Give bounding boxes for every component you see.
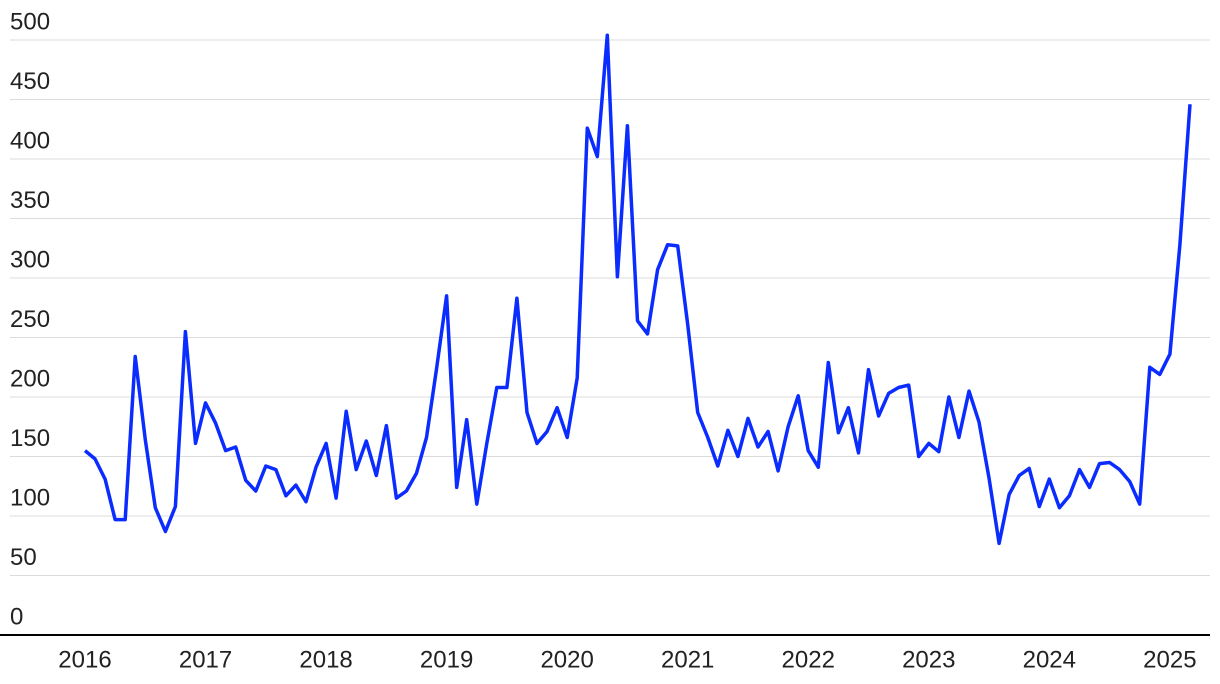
y-tick-label: 250 [10, 306, 50, 333]
data-line [83, 33, 1192, 546]
y-tick-label: 0 [10, 603, 23, 630]
y-tick-label: 200 [10, 365, 50, 392]
x-tick-label: 2024 [1023, 646, 1076, 673]
y-tick-label: 400 [10, 127, 50, 154]
y-tick-label: 450 [10, 68, 50, 95]
y-tick-label: 50 [10, 544, 37, 571]
x-tick-label: 2018 [299, 646, 352, 673]
y-tick-label: 100 [10, 484, 50, 511]
x-tick-label: 2017 [179, 646, 232, 673]
y-tick-label: 300 [10, 246, 50, 273]
x-tick-label: 2022 [782, 646, 835, 673]
x-tick-label: 2016 [58, 646, 111, 673]
y-tick-label: 500 [10, 8, 50, 35]
y-tick-label: 350 [10, 187, 50, 214]
x-tick-label: 2021 [661, 646, 714, 673]
x-tick-label: 2025 [1143, 646, 1196, 673]
y-tick-label: 150 [10, 425, 50, 452]
x-tick-label: 2020 [540, 646, 593, 673]
x-tick-label: 2019 [420, 646, 473, 673]
x-tick-label: 2023 [902, 646, 955, 673]
